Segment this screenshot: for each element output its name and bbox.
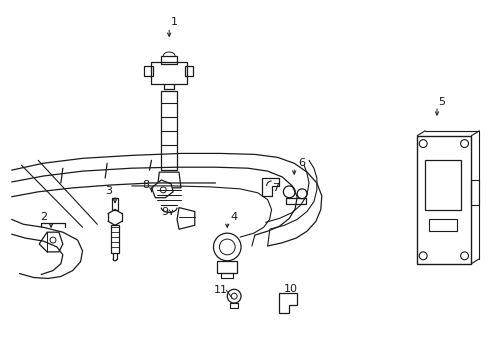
Bar xyxy=(416,136,470,264)
Polygon shape xyxy=(261,178,279,196)
Text: 3: 3 xyxy=(105,186,112,196)
Bar xyxy=(428,219,456,231)
Text: 6: 6 xyxy=(298,158,305,168)
Circle shape xyxy=(213,233,241,261)
Text: 7: 7 xyxy=(271,183,279,193)
Polygon shape xyxy=(279,293,297,313)
Bar xyxy=(221,273,233,278)
Polygon shape xyxy=(39,232,63,252)
Bar xyxy=(161,91,177,170)
Bar xyxy=(143,66,153,76)
Text: 8: 8 xyxy=(142,180,149,190)
Text: 10: 10 xyxy=(284,284,298,294)
Text: 1: 1 xyxy=(170,18,177,27)
Text: 5: 5 xyxy=(438,97,445,107)
Bar xyxy=(424,160,460,210)
Polygon shape xyxy=(151,180,173,198)
Bar xyxy=(151,62,186,84)
Text: 2: 2 xyxy=(41,212,48,222)
Polygon shape xyxy=(177,208,194,229)
Bar xyxy=(111,225,119,253)
Bar xyxy=(230,303,238,308)
Bar xyxy=(112,198,118,210)
Circle shape xyxy=(297,189,306,199)
Bar xyxy=(184,66,192,76)
Bar xyxy=(470,180,478,204)
Bar xyxy=(217,261,237,273)
Text: 11: 11 xyxy=(213,285,227,295)
Text: 4: 4 xyxy=(230,212,237,222)
Bar xyxy=(286,198,305,204)
Bar xyxy=(161,56,177,64)
Circle shape xyxy=(283,186,295,198)
Circle shape xyxy=(227,289,241,303)
Text: 9: 9 xyxy=(162,207,168,216)
Circle shape xyxy=(50,237,56,243)
